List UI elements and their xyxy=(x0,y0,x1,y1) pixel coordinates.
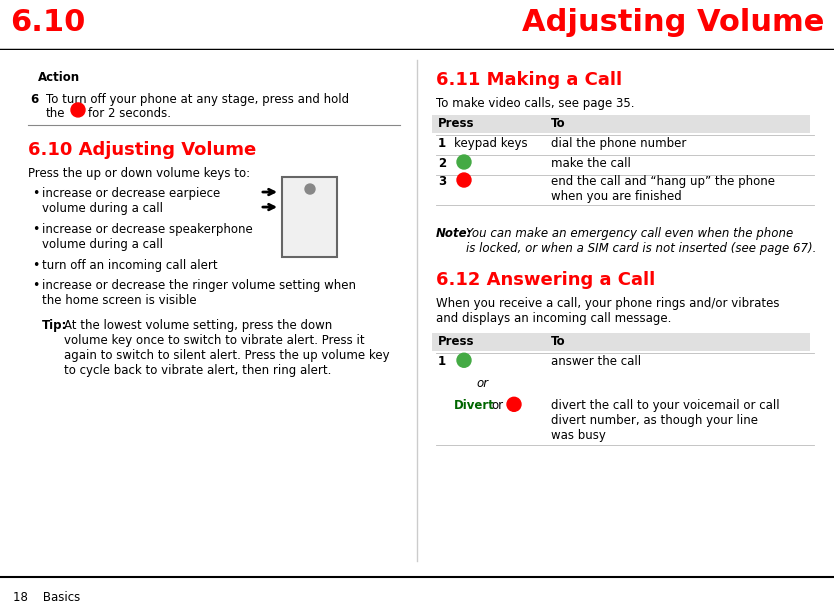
Bar xyxy=(432,333,810,351)
Text: Press the up or down volume keys to:: Press the up or down volume keys to: xyxy=(28,167,250,180)
Text: 6.10: 6.10 xyxy=(10,8,85,37)
Text: divert the call to your voicemail or call
divert number, as though your line
was: divert the call to your voicemail or cal… xyxy=(551,399,780,442)
Circle shape xyxy=(71,103,85,117)
FancyArrowPatch shape xyxy=(263,189,274,195)
Circle shape xyxy=(457,173,471,187)
Text: the: the xyxy=(46,107,66,120)
Text: ☎: ☎ xyxy=(460,356,469,365)
Text: Divert: Divert xyxy=(454,399,495,412)
Text: To: To xyxy=(551,335,565,348)
Text: Press: Press xyxy=(438,335,475,348)
Text: or: or xyxy=(476,378,488,390)
Text: Press: Press xyxy=(438,117,475,130)
Text: Tip:: Tip: xyxy=(42,319,68,332)
Circle shape xyxy=(457,353,471,367)
Text: 6.11 Making a Call: 6.11 Making a Call xyxy=(436,71,622,89)
Text: •: • xyxy=(32,223,39,236)
Bar xyxy=(432,115,810,133)
Text: make the call: make the call xyxy=(551,157,631,170)
Text: 3: 3 xyxy=(438,175,446,188)
FancyArrowPatch shape xyxy=(263,204,274,210)
Text: 6: 6 xyxy=(30,93,38,106)
Text: dial the phone number: dial the phone number xyxy=(551,137,686,150)
Text: or: or xyxy=(491,399,503,412)
Text: To: To xyxy=(551,117,565,130)
Text: When you receive a call, your phone rings and/or vibrates
and displays an incomi: When you receive a call, your phone ring… xyxy=(436,297,780,325)
Text: end the call and “hang up” the phone
when you are finished: end the call and “hang up” the phone whe… xyxy=(551,175,775,203)
Text: •: • xyxy=(32,187,39,200)
Text: ☎: ☎ xyxy=(460,176,469,184)
Text: •: • xyxy=(32,259,39,272)
Text: ☎: ☎ xyxy=(460,157,469,167)
Text: ☎: ☎ xyxy=(510,400,519,409)
Text: increase or decrease speakerphone
volume during a call: increase or decrease speakerphone volume… xyxy=(42,223,253,251)
Circle shape xyxy=(305,184,315,194)
Text: Action: Action xyxy=(38,71,80,84)
Text: 1: 1 xyxy=(438,137,446,150)
Circle shape xyxy=(507,397,521,412)
Text: You can make an emergency call even when the phone
is locked, or when a SIM card: You can make an emergency call even when… xyxy=(466,227,816,255)
Text: Adjusting Volume: Adjusting Volume xyxy=(521,8,824,37)
Text: •: • xyxy=(32,279,39,292)
Text: 6.12 Answering a Call: 6.12 Answering a Call xyxy=(436,271,656,289)
Text: At the lowest volume setting, press the down
volume key once to switch to vibrat: At the lowest volume setting, press the … xyxy=(64,319,389,377)
Text: increase or decrease earpiece
volume during a call: increase or decrease earpiece volume dur… xyxy=(42,187,220,215)
Text: Note:: Note: xyxy=(436,227,472,240)
Text: 1: 1 xyxy=(438,355,446,368)
Text: 6.10 Adjusting Volume: 6.10 Adjusting Volume xyxy=(28,141,256,159)
Text: increase or decrease the ringer volume setting when
the home screen is visible: increase or decrease the ringer volume s… xyxy=(42,279,356,307)
Text: 18    Basics: 18 Basics xyxy=(13,590,80,604)
Circle shape xyxy=(457,155,471,169)
Text: To make video calls, see page 35.: To make video calls, see page 35. xyxy=(436,97,635,110)
Text: turn off an incoming call alert: turn off an incoming call alert xyxy=(42,259,218,272)
Bar xyxy=(282,177,337,257)
Text: for 2 seconds.: for 2 seconds. xyxy=(88,107,171,120)
Text: 2: 2 xyxy=(438,157,446,170)
Text: answer the call: answer the call xyxy=(551,355,641,368)
Text: To turn off your phone at any stage, press and hold: To turn off your phone at any stage, pre… xyxy=(46,93,349,106)
Text: ☎: ☎ xyxy=(73,105,83,114)
Text: keypad keys: keypad keys xyxy=(454,137,528,150)
